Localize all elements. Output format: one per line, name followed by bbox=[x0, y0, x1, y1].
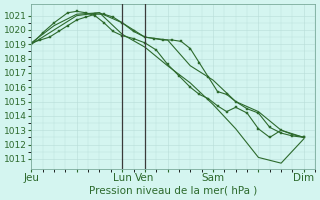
X-axis label: Pression niveau de la mer( hPa ): Pression niveau de la mer( hPa ) bbox=[89, 186, 257, 196]
